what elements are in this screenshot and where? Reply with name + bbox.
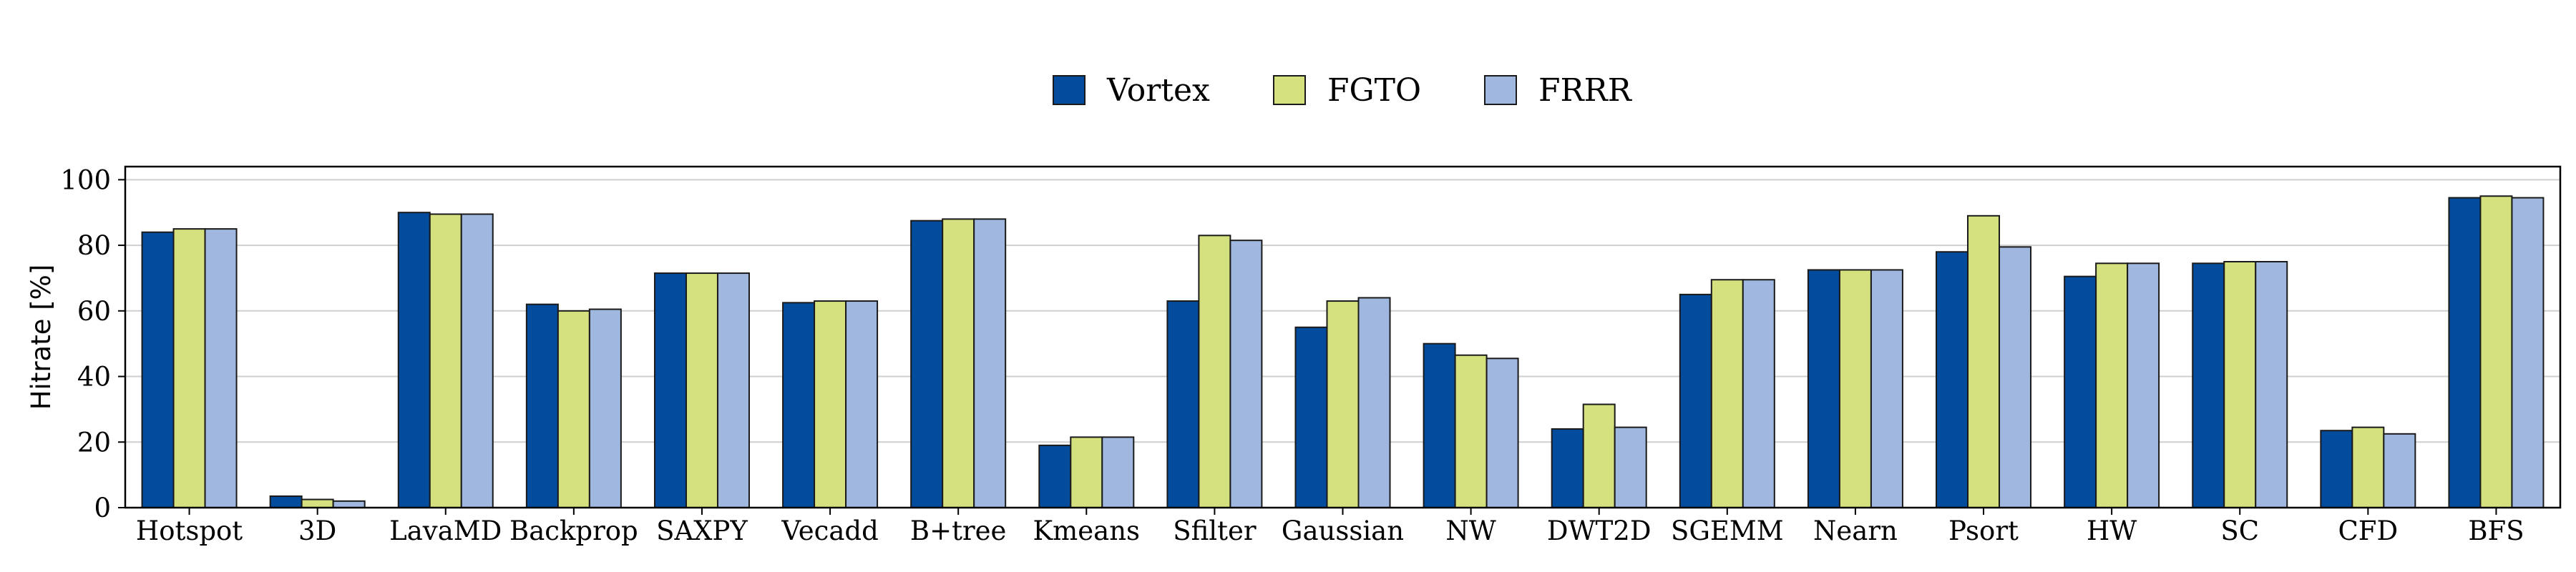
x-tick-label: SC bbox=[2220, 516, 2259, 546]
legend-label: FRRR bbox=[1538, 72, 1633, 109]
bar bbox=[1485, 358, 1519, 508]
legend-label: Vortex bbox=[1106, 72, 1210, 109]
bar bbox=[301, 498, 334, 508]
bar bbox=[2095, 262, 2129, 508]
x-tick-label: BFS bbox=[2468, 516, 2524, 546]
bar bbox=[653, 272, 687, 508]
bar bbox=[716, 272, 750, 508]
bar bbox=[2223, 261, 2257, 508]
bar bbox=[1967, 214, 2001, 508]
bars bbox=[141, 195, 2545, 509]
x-tick-label: Backprop bbox=[509, 516, 638, 546]
bar bbox=[910, 220, 944, 508]
bar bbox=[1870, 269, 1903, 508]
bar bbox=[2255, 261, 2288, 508]
y-tick-label: 60 bbox=[77, 296, 111, 327]
bar bbox=[1807, 269, 1840, 508]
bar bbox=[557, 310, 590, 508]
legend-swatch bbox=[1053, 75, 1085, 105]
x-tick-label: Sfilter bbox=[1173, 516, 1257, 546]
bar bbox=[1936, 251, 1969, 508]
x-tick-label: B+tree bbox=[910, 516, 1007, 546]
y-tick-label: 0 bbox=[94, 493, 111, 523]
y-tick-label: 100 bbox=[60, 164, 111, 195]
bar bbox=[1294, 326, 1328, 508]
bar bbox=[782, 302, 816, 508]
bar bbox=[1614, 426, 1647, 509]
bar bbox=[1551, 428, 1584, 509]
y-axis-label: Hitrate [%] bbox=[26, 265, 57, 410]
bar bbox=[204, 228, 238, 508]
legend-label: FGTO bbox=[1327, 72, 1421, 109]
bar bbox=[588, 308, 622, 508]
bar bbox=[2320, 430, 2353, 509]
bar bbox=[1357, 297, 1391, 508]
x-tick-label: CFD bbox=[2338, 516, 2399, 546]
bar bbox=[172, 228, 206, 508]
bar bbox=[1999, 246, 2032, 508]
bar bbox=[2064, 275, 2097, 508]
bar bbox=[1198, 235, 1231, 508]
bar bbox=[973, 218, 1007, 508]
bar bbox=[1166, 300, 1200, 508]
bar bbox=[942, 218, 975, 508]
bar bbox=[1326, 300, 1360, 508]
y-tick-label: 80 bbox=[77, 230, 111, 261]
bar bbox=[2511, 197, 2545, 508]
bar bbox=[685, 272, 718, 508]
bar bbox=[2383, 433, 2416, 508]
bar bbox=[397, 212, 431, 508]
bar bbox=[141, 231, 175, 508]
bar bbox=[269, 495, 303, 509]
bar bbox=[460, 213, 494, 508]
bar bbox=[814, 300, 847, 508]
legend-swatch bbox=[1484, 75, 1517, 105]
legend-item: FGTO bbox=[1273, 72, 1421, 109]
bar bbox=[2192, 262, 2225, 508]
bar bbox=[1679, 293, 1712, 508]
x-tick-label: LavaMD bbox=[389, 516, 502, 546]
x-tick-label: Vecadd bbox=[781, 516, 878, 546]
legend: Vortex FGTO FRRR bbox=[1053, 72, 1633, 109]
bar bbox=[332, 500, 366, 508]
bar bbox=[1070, 436, 1103, 508]
bar bbox=[1454, 354, 1488, 508]
bar bbox=[1423, 342, 1456, 508]
x-tick-label: 3D bbox=[298, 516, 336, 546]
bar bbox=[1038, 444, 1072, 509]
bar bbox=[2479, 195, 2513, 508]
y-tick-label: 40 bbox=[77, 362, 111, 393]
x-tick-label: Gaussian bbox=[1282, 516, 1404, 546]
x-tick-label: Psort bbox=[1948, 516, 2019, 546]
x-tick-label: Hotspot bbox=[136, 516, 243, 546]
bar bbox=[1710, 279, 1744, 508]
x-tick-label: NW bbox=[1445, 516, 1496, 546]
y-axis: 0 20 40 60 80 100 bbox=[60, 164, 125, 523]
legend-swatch bbox=[1273, 75, 1306, 105]
bar bbox=[2351, 426, 2385, 509]
x-tick-label: HW bbox=[2087, 516, 2137, 546]
bar bbox=[1229, 240, 1263, 508]
x-tick-label: Nearn bbox=[1813, 516, 1898, 546]
legend-item: FRRR bbox=[1484, 72, 1633, 109]
bar bbox=[525, 303, 559, 508]
bar bbox=[1838, 269, 1872, 508]
bar bbox=[1101, 436, 1135, 508]
x-tick-label: SGEMM bbox=[1671, 516, 1784, 546]
bar bbox=[2448, 197, 2482, 508]
legend-item: Vortex bbox=[1053, 72, 1210, 109]
x-tick-label: DWT2D bbox=[1547, 516, 1652, 546]
x-tick-label: SAXPY bbox=[656, 516, 748, 546]
bar bbox=[2127, 262, 2160, 508]
bar bbox=[429, 213, 462, 508]
y-tick-label: 20 bbox=[77, 427, 111, 458]
bar bbox=[1582, 403, 1616, 509]
bar bbox=[845, 300, 879, 508]
x-axis: Hotspot 3D LavaMD Backprop SAXPY Vecadd B+tree… bbox=[136, 508, 2524, 546]
bar bbox=[1742, 279, 1775, 508]
x-tick-label: Kmeans bbox=[1033, 516, 1141, 546]
